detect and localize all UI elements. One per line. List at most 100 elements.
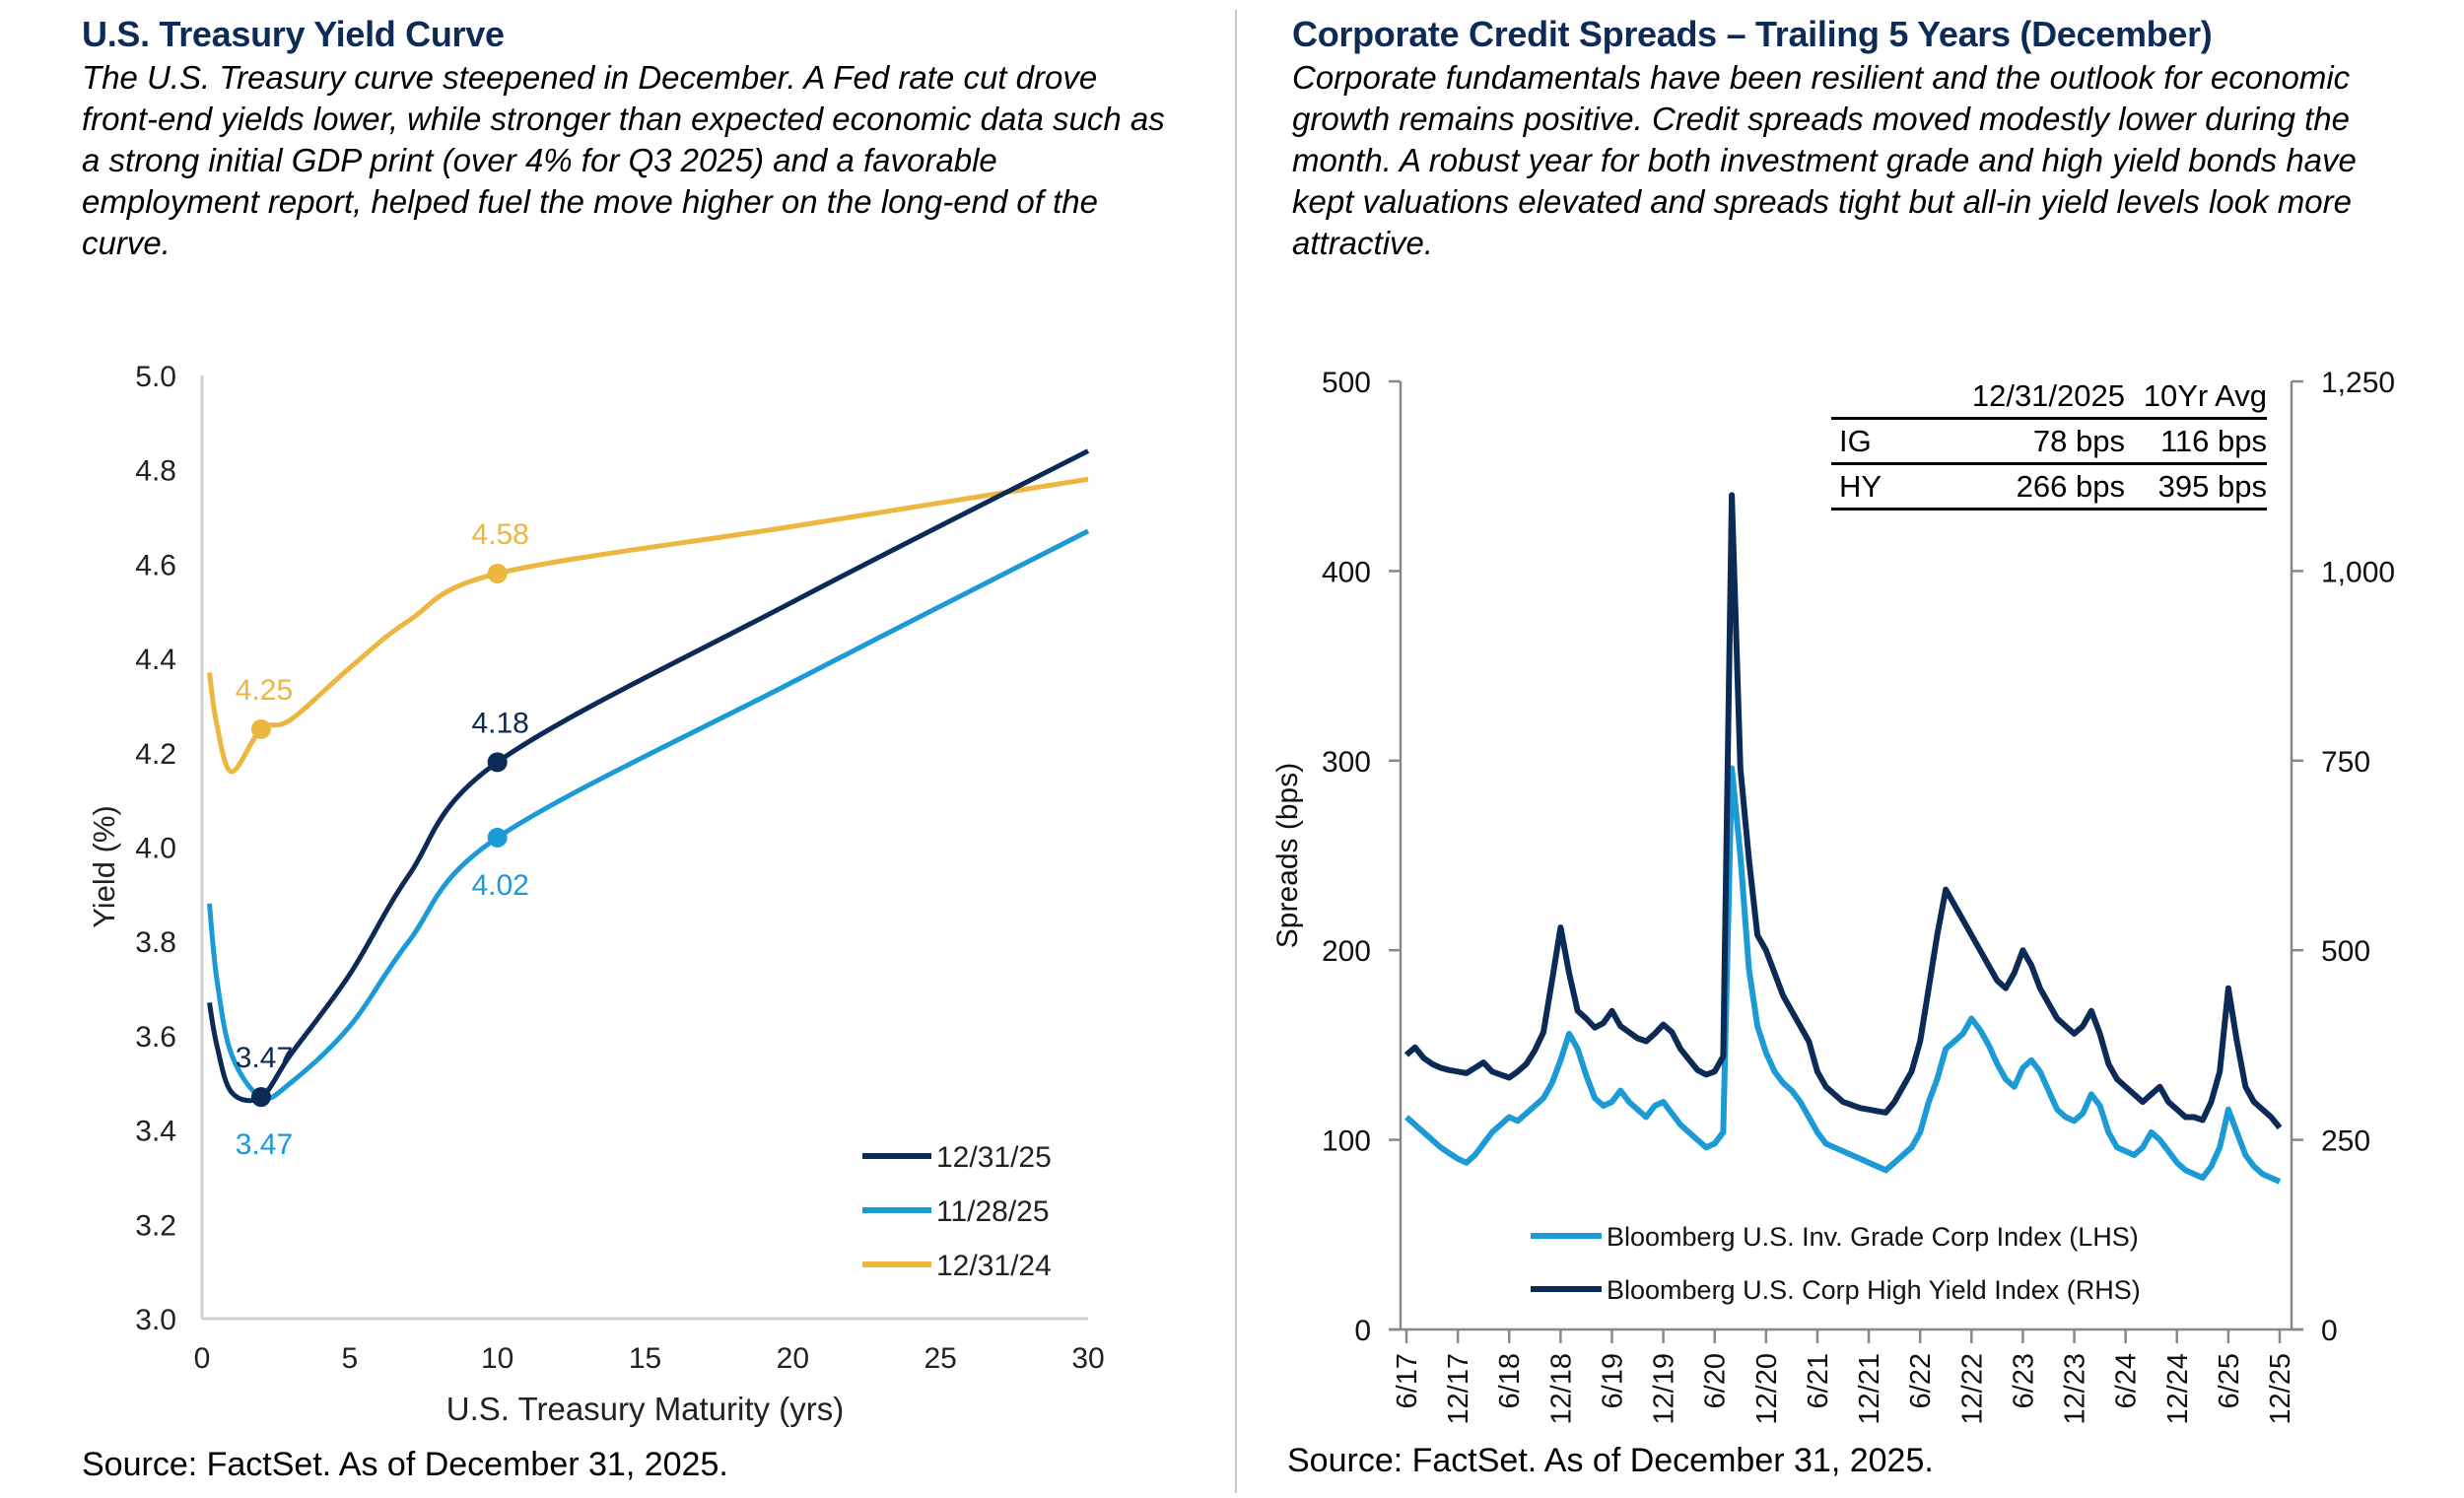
spread-table-cell: IG — [1839, 424, 1872, 458]
y-tick-label: 5.0 — [135, 361, 176, 393]
x-tick-label: 6/17 — [1392, 1353, 1423, 1408]
x-tick-label: 6/21 — [1803, 1353, 1834, 1408]
right-panel-description: Corporate fundamentals have been resilie… — [1292, 59, 2357, 261]
spread-table-cell: HY — [1839, 469, 1882, 504]
x-tick-label: 12/23 — [2060, 1353, 2091, 1425]
x-tick-label: 12/20 — [1751, 1353, 1783, 1425]
data-label: 3.47 — [236, 1128, 293, 1161]
x-tick-label: 30 — [1071, 1342, 1104, 1375]
legend-label: Bloomberg U.S. Inv. Grade Corp Index (LH… — [1607, 1222, 2139, 1252]
data-label: 4.18 — [471, 707, 528, 739]
x-tick-label: 6/22 — [1905, 1353, 1937, 1408]
y-tick-label: 4.2 — [135, 738, 176, 771]
data-label: 3.47 — [236, 1042, 293, 1074]
right-y-tick-label: 0 — [2321, 1315, 2338, 1347]
data-label: 4.58 — [471, 518, 528, 551]
left-source-note: Source: FactSet. As of December 31, 2025… — [82, 1446, 728, 1483]
spread-table-cell: 266 bps — [2016, 469, 2125, 504]
spread-table-header — [1831, 374, 1938, 419]
left-y-tick-label: 300 — [1322, 746, 1371, 779]
y-tick-label: 3.4 — [135, 1116, 176, 1148]
spread-summary-table: 12/31/2025 10Yr Avg IG 78 bps 116 bps HY… — [1831, 374, 2267, 511]
data-point-marker — [487, 752, 508, 773]
right-source-note: Source: FactSet. As of December 31, 2025… — [1287, 1442, 1934, 1479]
data-point-marker — [487, 563, 508, 583]
left-y-tick-label: 200 — [1322, 935, 1371, 968]
x-tick-label: 12/19 — [1649, 1353, 1680, 1425]
x-tick-label: 6/24 — [2111, 1353, 2143, 1408]
x-tick-label: 6/19 — [1597, 1353, 1628, 1408]
x-tick-label: 25 — [924, 1342, 956, 1375]
y-axis-title: Spreads (bps) — [1271, 763, 1304, 948]
y-tick-label: 4.4 — [135, 644, 176, 676]
x-tick-label: 12/22 — [1956, 1353, 1988, 1425]
y-tick-label: 4.0 — [135, 833, 176, 865]
ig-spread-line — [1404, 765, 2282, 1185]
yield-curve-legend: 12/31/25 11/28/25 12/31/24 — [862, 1141, 1052, 1282]
y-axis-title: Yield (%) — [87, 805, 121, 928]
x-tick-label: 0 — [194, 1342, 211, 1375]
legend-label: Bloomberg U.S. Corp High Yield Index (RH… — [1607, 1275, 2141, 1305]
credit-spreads-axes: 0 100 200 300 400 500 0 250 500 750 1,000 1,250 Spre… — [1271, 367, 2395, 1425]
y-tick-label: 4.8 — [135, 455, 176, 488]
y-tick-label: 4.6 — [135, 549, 176, 581]
yield-curve-axes: 3.0 3.2 3.4 3.6 3.8 4.0 4.2 4.4 4.6 4.8 5.0 0 5 10 15 2… — [87, 361, 1105, 1427]
left-y-tick-label: 0 — [1354, 1315, 1371, 1347]
x-tick-label: 12/17 — [1443, 1353, 1474, 1425]
data-label: 4.02 — [471, 869, 528, 902]
spread-table-header: 10Yr Avg — [2143, 378, 2267, 413]
right-y-tick-label: 1,250 — [2321, 367, 2395, 399]
yield-curve-data-labels: 4.25 4.58 3.47 4.02 3.47 4.18 — [236, 518, 529, 1161]
left-panel-description: The U.S. Treasury curve steepened in Dec… — [82, 59, 1165, 261]
x-tick-label: 6/25 — [2214, 1353, 2245, 1408]
data-label: 4.25 — [236, 674, 293, 707]
credit-spreads-legend: Bloomberg U.S. Inv. Grade Corp Index (LH… — [1531, 1222, 2141, 1305]
data-point-marker — [487, 827, 508, 848]
spread-table-cell: 78 bps — [2032, 424, 2125, 458]
left-panel-title: U.S. Treasury Yield Curve — [82, 14, 505, 54]
spread-table-row: HY 266 bps 395 bps — [1831, 464, 2267, 510]
x-tick-label: 12/21 — [1854, 1353, 1885, 1425]
y-tick-label: 3.8 — [135, 926, 176, 959]
right-panel-title: Corporate Credit Spreads – Trailing 5 Ye… — [1292, 14, 2213, 54]
x-axis-title: U.S. Treasury Maturity (yrs) — [446, 1391, 844, 1427]
legend-label: 11/28/25 — [936, 1195, 1050, 1228]
yield-curve-chart: 3.0 3.2 3.4 3.6 3.8 4.0 4.2 4.4 4.6 4.8 5.0 0 5 10 15 2… — [87, 361, 1105, 1427]
x-tick-label: 6/23 — [2008, 1353, 2039, 1408]
x-tick-label: 12/24 — [2162, 1353, 2194, 1425]
x-tick-label: 12/25 — [2265, 1353, 2296, 1425]
spread-table-header: 12/31/2025 — [1971, 378, 2125, 413]
data-point-marker — [250, 1087, 271, 1108]
data-point-marker — [250, 718, 271, 739]
credit-spreads-lines — [1404, 492, 2283, 1185]
legend-label: 12/31/24 — [936, 1250, 1052, 1282]
x-tick-label: 6/20 — [1700, 1353, 1732, 1408]
x-tick-label: 12/18 — [1545, 1353, 1577, 1425]
left-y-tick-label: 500 — [1322, 367, 1371, 399]
x-tick-label: 5 — [341, 1342, 358, 1375]
legend-label: 12/31/25 — [936, 1141, 1052, 1174]
right-y-tick-label: 750 — [2321, 746, 2370, 779]
x-tick-label: 20 — [777, 1342, 809, 1375]
y-tick-label: 3.2 — [135, 1209, 176, 1242]
series-line-11-28-25 — [207, 528, 1090, 1102]
right-y-tick-label: 250 — [2321, 1125, 2370, 1158]
x-tick-label: 10 — [481, 1342, 513, 1375]
right-y-tick-label: 500 — [2321, 935, 2370, 968]
panel-divider — [1235, 10, 1237, 1493]
y-tick-label: 3.6 — [135, 1021, 176, 1054]
series-line-12-31-25 — [207, 448, 1090, 1104]
y-tick-label: 3.0 — [135, 1304, 176, 1336]
right-y-tick-label: 1,000 — [2321, 556, 2395, 588]
spread-table-cell: 395 bps — [2157, 469, 2267, 504]
x-tick-label: 15 — [629, 1342, 661, 1375]
spread-table-header-row: 12/31/2025 10Yr Avg — [1831, 374, 2267, 419]
spread-table-cell: 116 bps — [2159, 424, 2267, 458]
left-y-tick-label: 100 — [1322, 1125, 1371, 1158]
yield-curve-lines — [207, 448, 1090, 1108]
spread-table-row: IG 78 bps 116 bps — [1831, 419, 2267, 464]
left-y-tick-label: 400 — [1322, 556, 1371, 588]
x-tick-label: 6/18 — [1494, 1353, 1526, 1408]
series-line-12-31-24 — [207, 476, 1089, 775]
hy-spread-line — [1404, 492, 2283, 1130]
